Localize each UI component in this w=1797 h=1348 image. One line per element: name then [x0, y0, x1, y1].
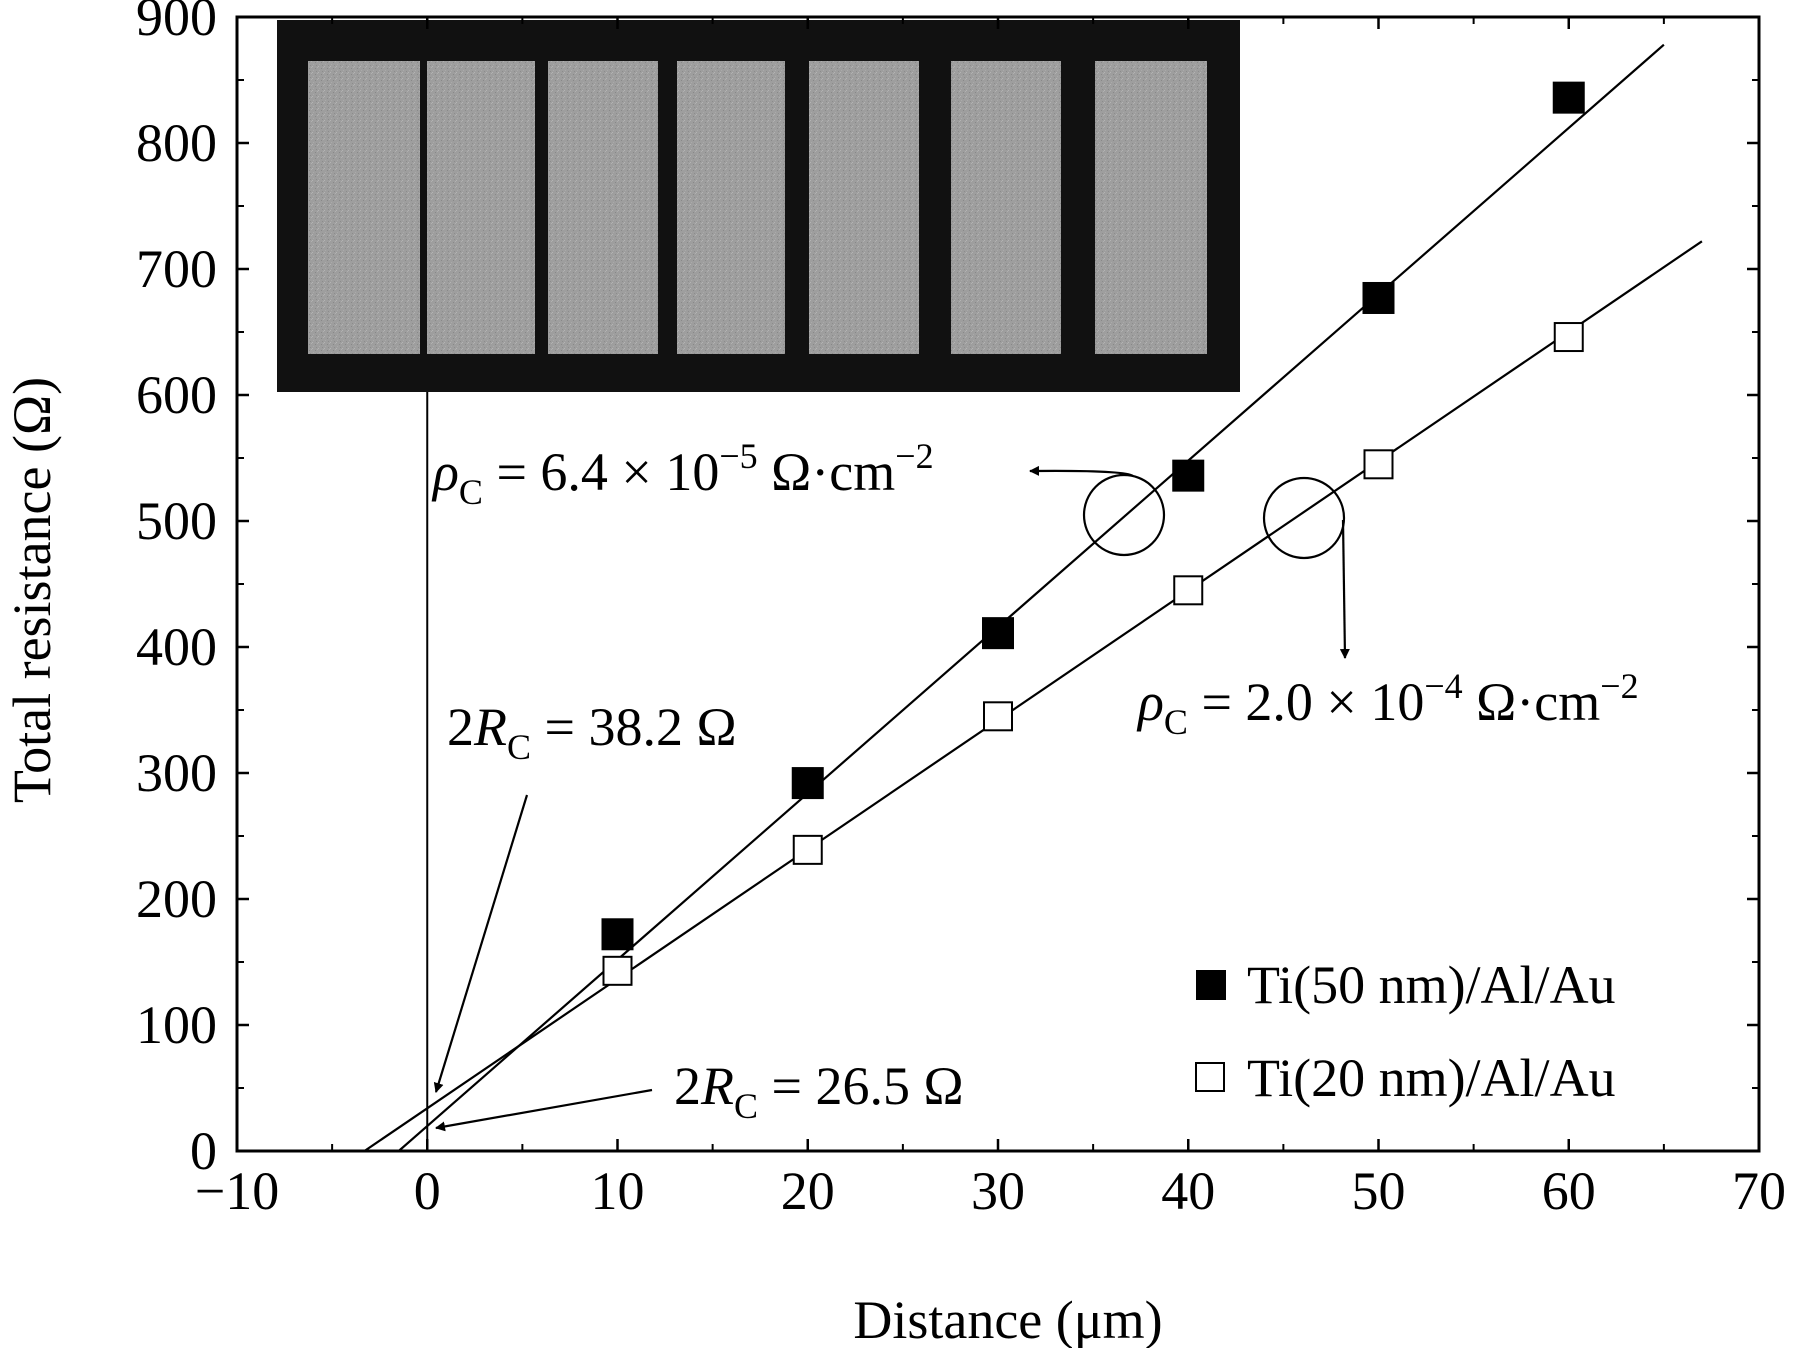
annotation-rc-bottom-value: = 26.5 Ω [758, 1056, 964, 1116]
annotation-rc-top-var: R [473, 697, 507, 757]
legend: Ti(50 nm)/Al/Au Ti(20 nm)/Al/Au [1195, 955, 1616, 1108]
annotation-rc-top-prefix: 2 [447, 697, 474, 757]
y-tick-label: 300 [136, 743, 217, 803]
x-tick-label: 0 [414, 1161, 441, 1221]
annotation-rc-bottom-sub: C [734, 1086, 758, 1126]
annotation-rho-top-value: = 6.4 × 10 [483, 442, 719, 502]
data-point-ti20 [602, 955, 633, 986]
axis-ticks: −10 0 10 20 30 40 50 60 700100200300400500600700… [136, 0, 1786, 1221]
legend-marker-open-square [1195, 1062, 1225, 1092]
legend-marker-filled-square [1196, 970, 1226, 1000]
annotation-rho-top-symbol: ρ [431, 442, 459, 502]
arrow-rho-bottom [1339, 519, 1350, 659]
x-axis-label: Distance (μm) [853, 1290, 1162, 1348]
y-tick-label: 400 [136, 617, 217, 677]
annotation-rho-bottom-symbol: ρ [1136, 672, 1164, 732]
data-point-ti20 [1363, 449, 1394, 480]
data-point-ti20 [1173, 575, 1204, 606]
annotation-rho-bottom-exp: −4 [1424, 666, 1462, 706]
annotation-rc-bottom-var: R [700, 1056, 734, 1116]
inset-contact-pad [308, 61, 420, 354]
annotation-rho-bottom-sub: C [1164, 702, 1188, 742]
x-tick-label: −10 [195, 1161, 279, 1221]
inset-contact-pad [951, 61, 1061, 354]
annotation-arrows [433, 465, 1350, 1132]
arrow-rc-top [433, 794, 529, 1093]
annotation-rho-bottom-unit: Ω·cm [1463, 672, 1601, 732]
data-point-ti20 [983, 701, 1013, 732]
svg-text:ρC = 2.0 × 10−4 Ω·cm−2: ρC = 2.0 × 10−4 Ω·cm−2 [1136, 666, 1639, 742]
inset-contact-pad [427, 61, 535, 354]
y-tick-label: 500 [136, 491, 217, 551]
legend-label-ti20: Ti(20 nm)/Al/Au [1247, 1048, 1616, 1108]
annotation-rc-top: 2RC = 38.2 Ω [447, 697, 737, 767]
data-point-ti20 [1553, 322, 1584, 353]
legend-label-ti50: Ti(50 nm)/Al/Au [1247, 955, 1616, 1015]
inset-micrograph [277, 20, 1240, 392]
annotation-rho-bottom-value: = 2.0 × 10 [1188, 672, 1424, 732]
annotation-rho-top-unit: Ω·cm [758, 442, 896, 502]
inset-contact-pad [677, 61, 785, 354]
y-axis-label: Total resistance (Ω) [2, 377, 62, 803]
inset-contact-pad [809, 61, 919, 354]
y-tick-label: 0 [190, 1121, 217, 1181]
annotation-rc-bottom: 2RC = 26.5 Ω [674, 1056, 964, 1126]
y-tick-label: 600 [136, 365, 217, 425]
annotation-rho-top-unit-exp: −2 [895, 436, 933, 476]
data-point-ti50 [1362, 281, 1395, 314]
data-point-ti50 [982, 617, 1014, 650]
y-tick-label: 900 [136, 0, 217, 47]
x-tick-label: 20 [781, 1161, 835, 1221]
y-tick-label: 700 [136, 239, 217, 299]
x-tick-label: 10 [591, 1161, 645, 1221]
annotation-rho-top-sub: C [459, 472, 483, 512]
svg-text:2RC = 26.5 Ω: 2RC = 26.5 Ω [674, 1056, 964, 1126]
svg-text:ρC = 6.4 × 10−5 Ω·cm−2: ρC = 6.4 × 10−5 Ω·cm−2 [431, 436, 934, 512]
circle-marker-bottom [1262, 476, 1346, 560]
svg-text:2RC = 38.2 Ω: 2RC = 38.2 Ω [447, 697, 737, 767]
data-point-ti50 [1172, 459, 1205, 492]
x-tick-label: 40 [1161, 1161, 1215, 1221]
annotation-rc-top-sub: C [507, 727, 531, 767]
arrow-rc-bottom [435, 1088, 653, 1132]
data-point-ti20 [792, 834, 823, 865]
x-tick-label: 50 [1352, 1161, 1406, 1221]
annotation-rc-bottom-prefix: 2 [674, 1056, 701, 1116]
data-point-ti50 [1552, 81, 1585, 114]
x-tick-label: 30 [971, 1161, 1025, 1221]
data-point-ti50 [601, 918, 634, 951]
annotation-rho-bottom-unit-exp: −2 [1600, 666, 1638, 706]
y-tick-label: 800 [136, 113, 217, 173]
annotation-rho-top: ρC = 6.4 × 10−5 Ω·cm−2 [431, 436, 934, 512]
inset-contact-pad [548, 61, 658, 354]
y-tick-label: 200 [136, 869, 217, 929]
x-tick-label: 60 [1542, 1161, 1596, 1221]
annotation-rho-bottom: ρC = 2.0 × 10−4 Ω·cm−2 [1136, 666, 1639, 742]
x-tick-label: 70 [1732, 1161, 1786, 1221]
inset-contact-pad [1095, 61, 1207, 354]
y-tick-label: 100 [136, 995, 217, 1055]
arrow-rho-top [1029, 465, 1134, 477]
data-markers [601, 81, 1585, 986]
fit-line-ti20 [363, 240, 1703, 1152]
data-point-ti50 [791, 767, 824, 800]
annotation-rho-top-exp: −5 [719, 436, 757, 476]
circle-marker-top [1082, 473, 1166, 557]
annotation-rc-top-value: = 38.2 Ω [531, 697, 737, 757]
